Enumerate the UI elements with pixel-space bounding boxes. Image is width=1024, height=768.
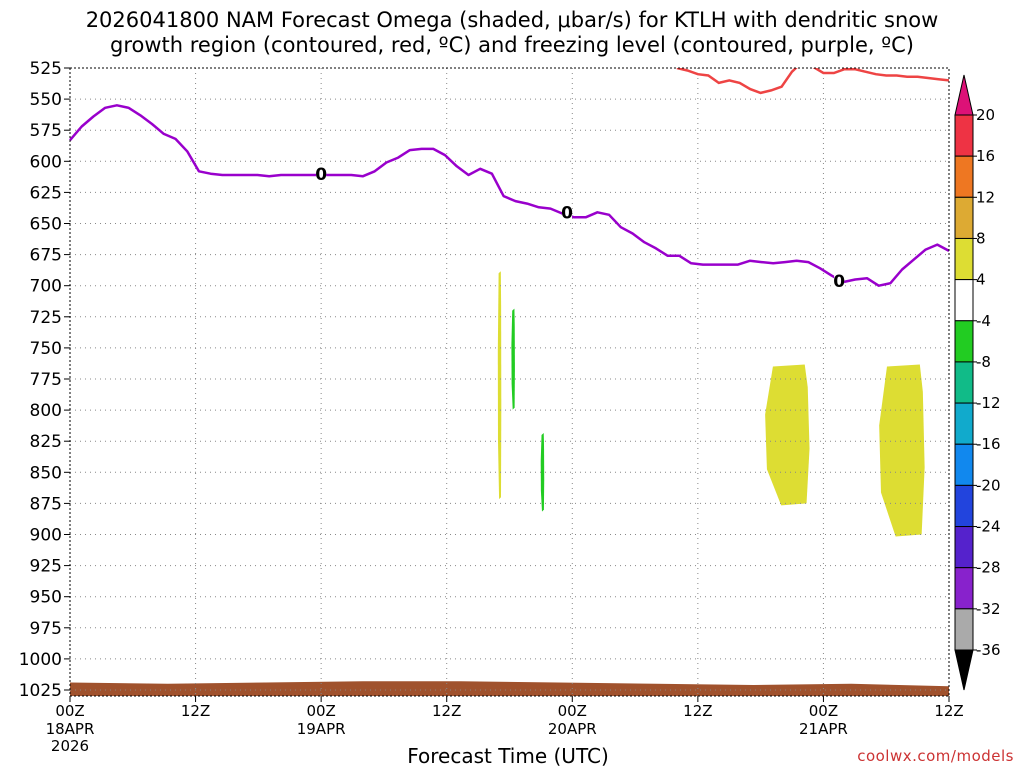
freezing-level-line <box>69 104 950 287</box>
x-tick-label: 00Z <box>55 702 84 720</box>
y-tick-label: 875 <box>30 494 62 514</box>
x-tick-year: 2026 <box>51 737 89 755</box>
freezing-level-label-bg <box>316 166 327 181</box>
omega-region-1 <box>497 271 502 500</box>
x-axis-label: Forecast Time (UTC) <box>407 744 609 768</box>
freezing-level-label: 0 <box>833 272 845 292</box>
chart-title-line-1: 2026041800 NAM Forecast Omega (shaded, μ… <box>85 8 939 32</box>
colorbar-box <box>954 402 974 445</box>
colorbar-under-triangle <box>954 649 974 691</box>
dgz-contour-line <box>676 68 949 95</box>
colorbar-box <box>954 114 974 157</box>
x-tick-label: 12Z <box>934 702 963 720</box>
x-tick-label: 12Z <box>683 702 712 720</box>
omega-region-2 <box>511 308 515 410</box>
colorbar-box <box>954 237 974 281</box>
colorbar-box <box>954 279 974 322</box>
y-tick-label: 900 <box>30 526 62 546</box>
colorbar-box <box>954 361 974 404</box>
omega-region-3 <box>540 432 545 512</box>
colorbar-label: 8 <box>976 229 986 247</box>
x-tick-label: 00Z <box>306 702 335 720</box>
y-tick-label: 950 <box>30 588 62 608</box>
freezing-level-label: 0 <box>315 165 327 185</box>
colorbar-label: -24 <box>976 518 1001 536</box>
x-tick-date: 19APR <box>297 720 346 738</box>
colorbar-label: -12 <box>976 394 1001 412</box>
y-tick-label: 1000 <box>19 650 62 670</box>
omega-region-5 <box>879 364 925 537</box>
y-tick-label: 725 <box>30 308 62 328</box>
y-tick-label: 800 <box>30 401 62 421</box>
colorbar-label: -4 <box>976 312 991 330</box>
x-tick-label: 12Z <box>432 702 461 720</box>
y-tick-label: 550 <box>30 90 62 110</box>
colorbar-over-triangle <box>954 74 974 116</box>
colorbar-box <box>954 155 974 198</box>
y-tick-label: 600 <box>30 152 62 172</box>
y-tick-label: 775 <box>30 370 62 390</box>
y-tick-label: 825 <box>30 432 62 452</box>
colorbar-box <box>954 484 974 528</box>
x-tick-label: 00Z <box>558 702 587 720</box>
colorbar-label: -36 <box>976 641 1001 659</box>
y-tick-label: 650 <box>30 215 62 235</box>
colorbar-label: -16 <box>976 435 1001 453</box>
y-tick-label: 750 <box>30 339 62 359</box>
colorbar-label: 16 <box>976 147 995 165</box>
x-tick-date: 21APR <box>799 720 848 738</box>
x-tick-label: 12Z <box>181 702 210 720</box>
colorbar-box <box>954 567 974 610</box>
y-tick-label: 625 <box>30 183 62 203</box>
omega-region-4 <box>765 364 810 506</box>
y-tick-label: 525 <box>30 59 62 79</box>
y-tick-label: 975 <box>30 619 62 639</box>
y-tick-label: 700 <box>30 277 62 297</box>
colorbar-box <box>954 196 974 239</box>
colorbar-label: 12 <box>976 188 995 206</box>
y-tick-label: 925 <box>30 557 62 577</box>
colorbar-box <box>954 320 974 363</box>
terrain-fill <box>70 681 949 696</box>
plot-frame <box>69 67 950 697</box>
colorbar-box <box>954 526 974 569</box>
colorbar-label: -20 <box>976 476 1001 494</box>
x-tick-label: 00Z <box>809 702 838 720</box>
chart-title-line-2: growth region (contoured, red, ºC) and f… <box>110 33 914 57</box>
x-tick-date: 20APR <box>548 720 597 738</box>
freezing-level-label-bg <box>562 205 573 220</box>
colorbar-label: -8 <box>976 353 991 371</box>
credit-link[interactable]: coolwx.com/models <box>857 747 1014 765</box>
colorbar-box <box>954 608 974 651</box>
x-tick-date: 18APR <box>46 720 95 738</box>
y-tick-label: 675 <box>30 246 62 266</box>
freezing-level-label-bg <box>834 273 845 288</box>
y-tick-label: 850 <box>30 463 62 483</box>
colorbar-label: 4 <box>976 271 986 289</box>
y-tick-label: 1025 <box>19 681 62 701</box>
colorbar-label: 20 <box>976 106 995 124</box>
y-tick-label: 575 <box>30 121 62 141</box>
colorbar-box <box>954 443 974 486</box>
plot-area <box>70 68 949 696</box>
colorbar-label: -28 <box>976 559 1001 577</box>
freezing-level-label: 0 <box>561 204 573 224</box>
colorbar-label: -32 <box>976 600 1001 618</box>
